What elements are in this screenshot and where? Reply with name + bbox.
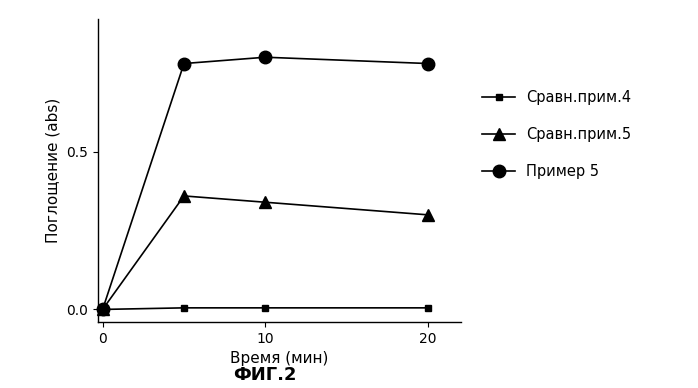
Пример 5 [98, 307, 107, 312]
Y-axis label: Поглощение (abs): Поглощение (abs) [45, 98, 61, 243]
Сравн.прим.4 [424, 305, 432, 310]
Пример 5 [424, 61, 432, 66]
Сравн.прим.5 [180, 194, 188, 198]
X-axis label: Время (мин): Время (мин) [230, 351, 328, 366]
Legend: Сравн.прим.4, Сравн.прим.5, Пример 5: Сравн.прим.4, Сравн.прим.5, Пример 5 [482, 90, 632, 179]
Text: ФИГ.2: ФИГ.2 [234, 366, 297, 384]
Сравн.прим.5 [424, 213, 432, 217]
Пример 5 [261, 55, 269, 60]
Пример 5 [180, 61, 188, 66]
Line: Сравн.прим.4: Сравн.прим.4 [100, 305, 431, 312]
Line: Пример 5: Пример 5 [96, 51, 434, 316]
Сравн.прим.5 [98, 307, 107, 312]
Line: Сравн.прим.5: Сравн.прим.5 [96, 190, 434, 316]
Сравн.прим.4 [261, 305, 269, 310]
Сравн.прим.5 [261, 200, 269, 204]
Сравн.прим.4 [180, 305, 188, 310]
Сравн.прим.4 [98, 307, 107, 312]
